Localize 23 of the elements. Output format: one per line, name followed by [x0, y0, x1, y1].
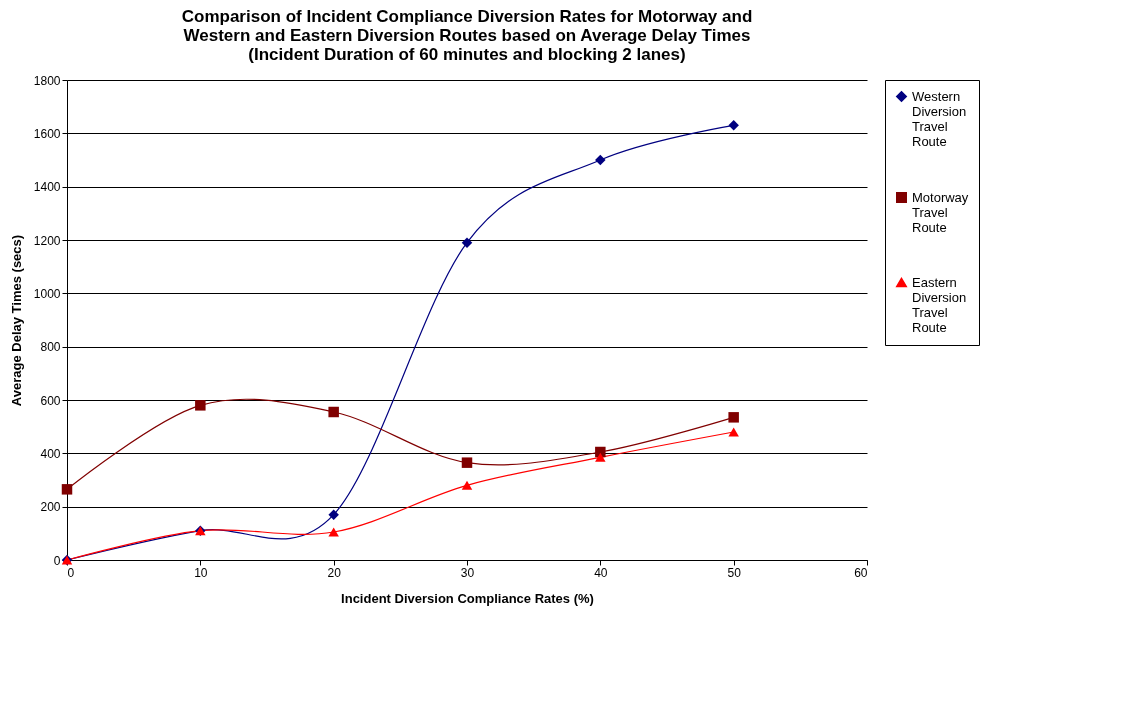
y-tick-label: 1200	[33, 233, 61, 248]
y-tick-label: 1600	[33, 126, 61, 141]
legend-label: Eastern Diversion Travel Route	[912, 274, 967, 335]
x-tick-label: 50	[727, 565, 742, 580]
x-tick-label: 30	[460, 565, 475, 580]
chart-title: Comparison of Incident Compliance Diversion Rates for Motorway and Western and Eastern Diversion Routes based on Average Delay Times (Incident Duration of 60 minutes and blocking 2 lanes)	[181, 7, 753, 64]
y-tick-label: 0	[53, 553, 61, 568]
legend-label: Western Diversion Travel Route	[912, 88, 967, 149]
y-tick-label: 1000	[33, 286, 61, 301]
x-tick-label: 60	[854, 565, 868, 580]
y-tick-label: 200	[40, 500, 61, 515]
x-axis-title: Incident Diversion Compliance Rates (%)	[341, 590, 594, 606]
y-tick-label: 800	[40, 340, 61, 355]
legend-label: Motorway Travel Route	[912, 189, 969, 235]
y-axis-title: Average Delay Times (secs)	[8, 234, 24, 407]
x-tick-label: 20	[327, 565, 342, 580]
y-tick-label: 1400	[33, 180, 61, 195]
y-tick-label: 400	[40, 446, 61, 461]
x-tick-label: 40	[594, 565, 608, 580]
x-tick-label: 10	[194, 565, 208, 580]
x-tick-label: 0	[67, 565, 75, 580]
y-tick-label: 1800	[33, 73, 61, 88]
y-tick-label: 600	[40, 393, 61, 408]
